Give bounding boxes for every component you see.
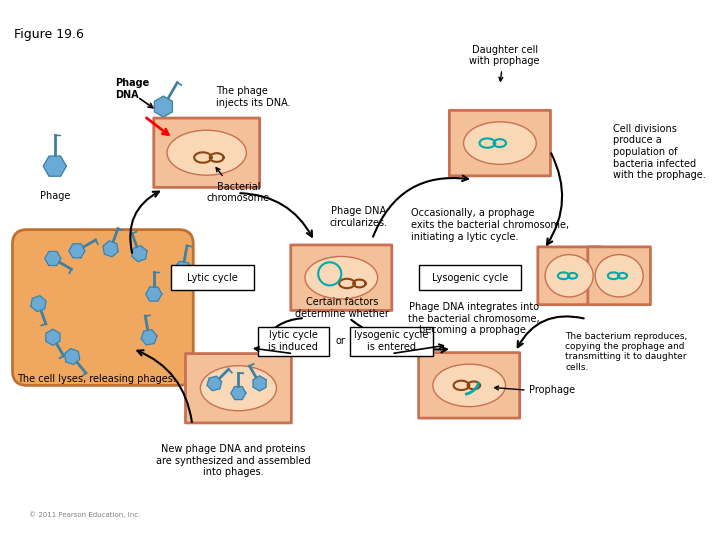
Text: Bacterial
chromosome: Bacterial chromosome <box>207 181 270 203</box>
Polygon shape <box>103 241 118 257</box>
Text: © 2011 Pearson Education, Inc.: © 2011 Pearson Education, Inc. <box>29 511 140 518</box>
FancyBboxPatch shape <box>154 118 260 187</box>
Polygon shape <box>45 252 61 266</box>
Text: Daughter cell
with prophage: Daughter cell with prophage <box>469 45 540 66</box>
Ellipse shape <box>167 130 246 175</box>
FancyBboxPatch shape <box>258 327 329 355</box>
FancyBboxPatch shape <box>350 327 433 355</box>
Text: Prophage: Prophage <box>528 385 575 395</box>
Text: The bacterium reproduces,
copying the prophage and
transmitting it to daughter
c: The bacterium reproduces, copying the pr… <box>565 332 688 372</box>
Ellipse shape <box>433 364 505 407</box>
Polygon shape <box>46 329 60 346</box>
FancyBboxPatch shape <box>186 354 292 423</box>
Text: Phage: Phage <box>40 191 70 201</box>
Text: Phage DNA integrates into
the bacterial chromosome,
becoming a prophage.: Phage DNA integrates into the bacterial … <box>408 302 540 335</box>
Ellipse shape <box>464 122 536 164</box>
FancyBboxPatch shape <box>291 245 392 310</box>
Polygon shape <box>43 156 66 176</box>
Polygon shape <box>132 246 147 261</box>
Text: Cell divisions
produce a
population of
bacteria infected
with the prophage.: Cell divisions produce a population of b… <box>613 124 706 180</box>
Polygon shape <box>253 376 266 391</box>
Text: Occasionally, a prophage
exits the bacterial chromosome,
initiating a lytic cycl: Occasionally, a prophage exits the bacte… <box>411 208 570 242</box>
Polygon shape <box>231 387 246 400</box>
Text: The phage
injects its DNA.: The phage injects its DNA. <box>216 86 291 108</box>
Polygon shape <box>207 376 222 390</box>
Polygon shape <box>65 349 80 365</box>
FancyBboxPatch shape <box>171 265 254 290</box>
Ellipse shape <box>305 256 377 299</box>
Text: Phage DNA
circularizes.: Phage DNA circularizes. <box>330 206 387 228</box>
Polygon shape <box>69 244 85 258</box>
FancyBboxPatch shape <box>449 110 550 176</box>
Text: Certain factors
determine whether: Certain factors determine whether <box>295 297 390 319</box>
Ellipse shape <box>595 255 643 297</box>
Text: Phage
DNA: Phage DNA <box>115 78 150 100</box>
FancyBboxPatch shape <box>419 265 521 290</box>
Polygon shape <box>145 287 162 301</box>
Polygon shape <box>141 330 157 345</box>
Text: Lytic cycle: Lytic cycle <box>187 273 238 283</box>
Text: Lysogenic cycle: Lysogenic cycle <box>432 273 508 283</box>
Polygon shape <box>31 296 46 312</box>
FancyBboxPatch shape <box>12 230 193 386</box>
FancyBboxPatch shape <box>538 247 600 305</box>
FancyBboxPatch shape <box>418 353 520 418</box>
Text: Figure 19.6: Figure 19.6 <box>14 28 84 40</box>
Text: lysogenic cycle
is entered: lysogenic cycle is entered <box>354 330 428 352</box>
Text: New phage DNA and proteins
are synthesized and assembled
into phages.: New phage DNA and proteins are synthesiz… <box>156 444 311 477</box>
Polygon shape <box>174 261 192 279</box>
Ellipse shape <box>200 366 276 411</box>
Polygon shape <box>155 96 172 117</box>
Ellipse shape <box>545 255 593 297</box>
Text: lytic cycle
is induced: lytic cycle is induced <box>269 330 318 352</box>
FancyBboxPatch shape <box>588 247 650 305</box>
Text: or: or <box>336 336 346 346</box>
Text: The cell lyses, releasing phages.: The cell lyses, releasing phages. <box>17 374 176 384</box>
